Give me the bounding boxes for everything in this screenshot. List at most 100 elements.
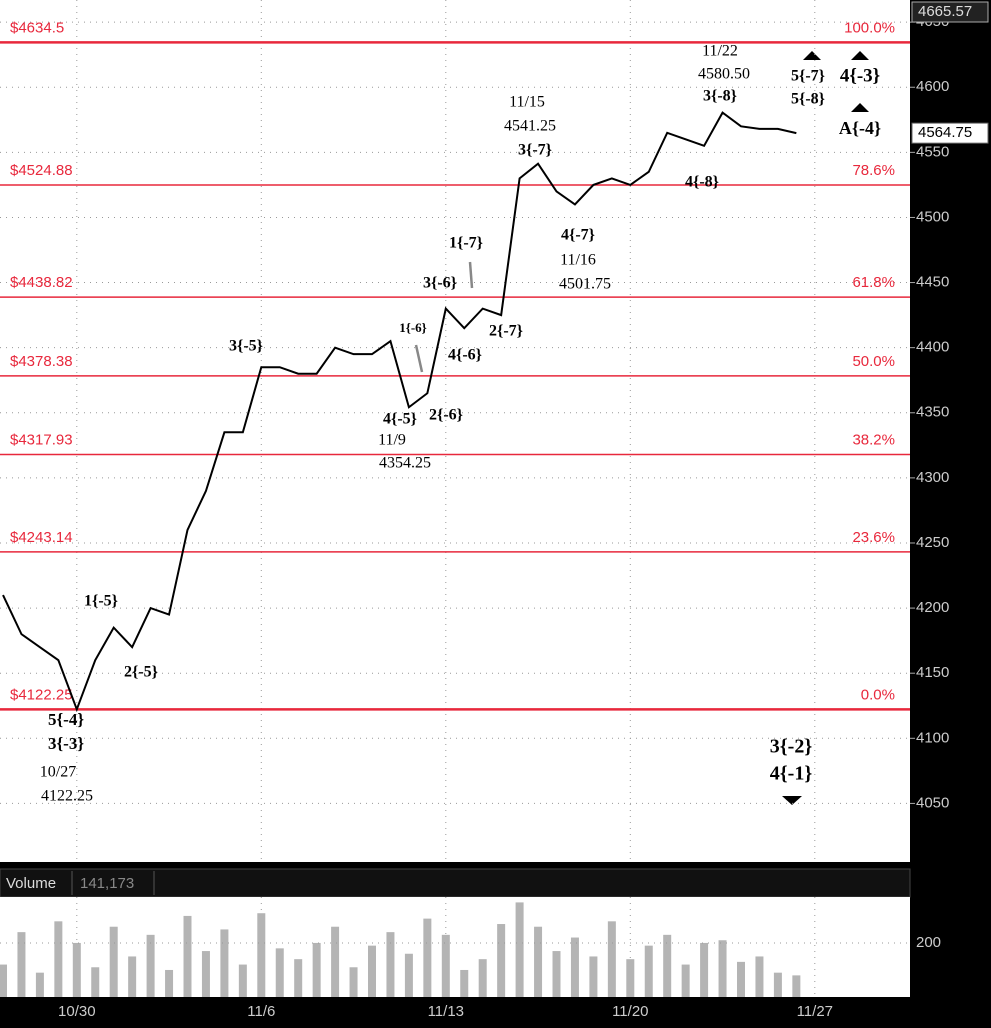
volume-header: [0, 868, 911, 898]
y-tick-label: 4200: [916, 599, 949, 616]
volume-bar: [35, 972, 44, 997]
x-tick-label: 11/27: [797, 1003, 833, 1020]
volume-bar: [146, 934, 155, 997]
triangle: [782, 796, 802, 805]
wave-label: 2{-5}: [124, 664, 158, 681]
volume-bar: [700, 942, 709, 997]
wave-label: 11/15: [509, 94, 545, 111]
wave-label: A{-4}: [839, 118, 881, 138]
triangle: [851, 51, 869, 60]
x-tick-label: 11/6: [247, 1003, 275, 1020]
fib-price-label: $4243.14: [10, 529, 73, 546]
y-tick-label: 4550: [916, 143, 949, 160]
wave-label: 1{-6}: [399, 320, 427, 335]
volume-bar: [755, 956, 764, 997]
wave-label: 3{-7}: [518, 142, 552, 159]
volume-bar: [0, 964, 7, 997]
fib-price-label: $4438.82: [10, 274, 73, 291]
fib-price-label: $4524.88: [10, 162, 73, 179]
wave-label: 4{-7}: [561, 227, 595, 244]
triangle: [803, 51, 821, 60]
volume-bar: [368, 945, 376, 997]
price-box: [911, 1, 989, 23]
volume-bar: [183, 915, 192, 997]
wave-label: 11/9: [378, 432, 406, 449]
last-price: 4564.75: [918, 124, 972, 141]
volume-bar: [497, 924, 506, 997]
wave-label: 3{-6}: [423, 275, 457, 292]
fib-pct-label: 50.0%: [852, 353, 895, 370]
y-tick-label: 4300: [916, 469, 949, 486]
volume-bar: [238, 964, 247, 997]
volume-bar: [312, 942, 321, 997]
x-tick-label: 10/30: [58, 1003, 96, 1020]
y-tick-label: 4100: [916, 729, 949, 746]
wave-label: 1{-5}: [84, 593, 118, 610]
fib-price-label: $4122.25: [10, 686, 73, 703]
wave-label: 4354.25: [379, 455, 431, 472]
y-tick-label: 4400: [916, 339, 949, 356]
volume-bar: [589, 956, 598, 997]
volume-bar: [423, 918, 432, 997]
volume-bar: [54, 921, 63, 997]
volume-bar: [515, 902, 524, 997]
y-tick-label: 4350: [916, 404, 949, 421]
volume-bar: [275, 948, 284, 997]
volume-bar: [607, 921, 616, 997]
volume-bar: [663, 934, 672, 997]
volume-bar: [681, 964, 690, 997]
connector: [468, 261, 474, 289]
wave-label: 3{-5}: [229, 338, 263, 355]
fib-pct-label: 0.0%: [861, 686, 895, 703]
wave-label: 3{-8}: [703, 88, 737, 105]
wave-label: 4{-5}: [383, 411, 417, 428]
wave-label: 4122.25: [41, 788, 93, 805]
wave-label: 11/16: [560, 252, 596, 269]
volume-bar: [404, 953, 413, 997]
wave-label: 4580.50: [698, 66, 750, 83]
wave-label: 5{-7}: [791, 68, 825, 85]
volume-bar: [201, 951, 210, 997]
volume-bar: [478, 959, 487, 997]
connector: [414, 344, 424, 373]
wave-label: 3{-3}: [48, 734, 84, 753]
fib-pct-label: 23.6%: [852, 529, 895, 546]
y-tick-label: 4600: [916, 78, 949, 95]
volume-bar: [294, 959, 303, 997]
volume-bar: [165, 969, 174, 997]
fib-pct-label: 78.6%: [852, 162, 895, 179]
volume-bar: [792, 975, 801, 997]
wave-label: 11/22: [702, 43, 738, 60]
volume-bar: [386, 932, 395, 997]
wave-label: 5{-4}: [48, 710, 84, 729]
y-tick-label: 4250: [916, 534, 949, 551]
price-plot: [0, 0, 910, 862]
fib-price-label: $4317.93: [10, 431, 73, 448]
volume-bar: [534, 926, 543, 997]
volume-bar: [718, 940, 727, 997]
wave-label: 5{-8}: [791, 91, 825, 108]
price-line: [2, 111, 797, 713]
triangle: [851, 103, 869, 112]
volume-bar: [128, 956, 137, 997]
volume-bar: [109, 926, 118, 997]
wave-label: 1{-7}: [449, 235, 483, 252]
wave-label: 4{-1}: [770, 763, 813, 785]
high-price: 4665.57: [918, 3, 972, 20]
wave-label: 4541.25: [504, 118, 556, 135]
wave-label: 4{-3}: [840, 65, 880, 86]
volume-plot: [0, 897, 910, 997]
volume-bar: [773, 972, 782, 997]
x-tick-label: 11/20: [612, 1003, 648, 1020]
y-tick-label: 4450: [916, 274, 949, 291]
volume-bar: [570, 937, 579, 997]
fib-pct-label: 100.0%: [844, 19, 895, 36]
volume-bar: [441, 934, 450, 997]
y-tick-label: 4050: [916, 794, 949, 811]
volume-bar: [460, 969, 469, 997]
wave-label: 4501.75: [559, 276, 611, 293]
wave-label: 2{-6}: [429, 407, 463, 424]
volume-bar: [349, 967, 358, 997]
volume-bar: [17, 932, 26, 997]
